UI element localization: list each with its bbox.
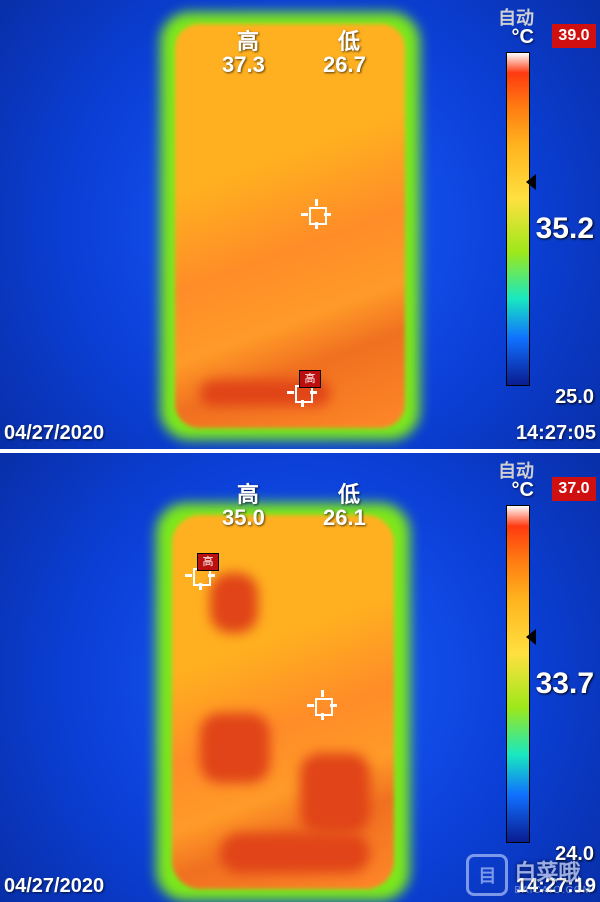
scale-max-badge: 37.0 (552, 477, 596, 501)
color-scale-bar (506, 52, 528, 384)
cursor-temperature: 35.2 (536, 212, 594, 246)
watermark-sub: BAICAIO.COM (514, 885, 592, 896)
cursor-temperature: 33.7 (536, 667, 594, 701)
timestamp-time: 14:27:05 (516, 422, 596, 445)
value-low: 26.7 (323, 52, 366, 78)
hot-marker-label: 高 (197, 553, 219, 571)
hot-streak (300, 753, 370, 833)
unit-label: °C (512, 479, 534, 502)
watermark-logo-icon: 目 (466, 854, 508, 896)
color-scale-bar (506, 505, 528, 841)
value-high: 37.3 (222, 52, 265, 78)
thermal-panel: 高低37.326.704/27/202014:27:05自动°C高39.035.… (0, 0, 600, 449)
unit-label: °C (512, 26, 534, 49)
crosshair-icon (309, 692, 335, 718)
hot-streak (210, 573, 258, 633)
hot-streak (200, 713, 270, 783)
timestamp-date: 04/27/2020 (4, 422, 104, 445)
thermal-panel: 高低35.026.104/27/202014:27:19自动°C高37.033.… (0, 453, 600, 902)
hot-object (175, 24, 405, 428)
value-high: 35.0 (222, 505, 265, 531)
scale-min-label: 25.0 (555, 386, 594, 409)
scale-indicator-icon (526, 629, 536, 645)
timestamp-date: 04/27/2020 (4, 875, 104, 898)
watermark-text: 白菜哦 (514, 855, 592, 887)
watermark: 目白菜哦BAICAIO.COM (466, 854, 592, 896)
value-low: 26.1 (323, 505, 366, 531)
scale-indicator-icon (526, 174, 536, 190)
crosshair-icon (303, 201, 329, 227)
hot-streak (220, 833, 370, 873)
scale-max-badge: 39.0 (552, 24, 596, 48)
hot-marker-label: 高 (299, 370, 321, 388)
